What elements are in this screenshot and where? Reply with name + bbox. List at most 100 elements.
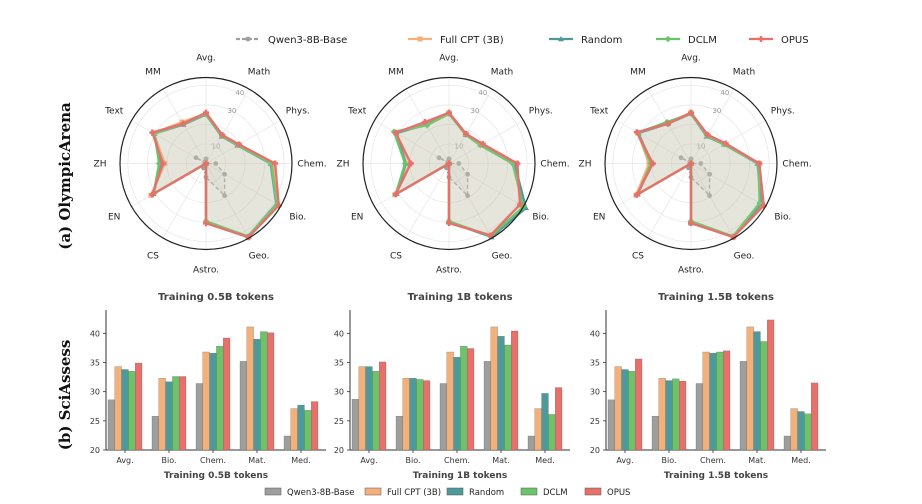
bar-chart-title: Training 0.5B tokens <box>158 292 274 303</box>
radar-point <box>149 129 156 136</box>
radar-area <box>394 113 524 237</box>
bar-qwen3-8b-base <box>739 361 748 451</box>
bar-opus <box>134 362 143 451</box>
bar-opus <box>379 361 387 451</box>
bar-dclm <box>304 410 312 451</box>
legend-label: OPUS <box>607 488 630 498</box>
bar-opus <box>178 376 187 451</box>
x-axis-title: Training 1B tokens <box>413 471 508 481</box>
radar-axis-label: MM <box>145 68 161 78</box>
radar-point <box>180 120 187 127</box>
radar-axis-label: Avg. <box>196 54 216 64</box>
radar-point <box>707 171 713 177</box>
radar-point <box>213 161 219 166</box>
radar-point <box>219 132 226 139</box>
radar-axis-label: Chem. <box>297 160 326 170</box>
radar-point <box>193 155 199 161</box>
bar-opus <box>811 382 819 451</box>
radar-axis-label: Text <box>104 107 124 117</box>
bar-opus <box>767 319 775 451</box>
bar-chart-sciassess-0-5b: Training 0.5B tokens 20 25 30 35 40 Avg. Bio. Ch… <box>90 292 326 481</box>
y-tick-label: 40 <box>334 329 344 338</box>
radar-point <box>688 160 694 167</box>
bar-dclm <box>172 376 180 451</box>
radar-axis-label: Phys. <box>529 107 553 117</box>
bar-full-cpt-3b <box>490 326 498 451</box>
radar-r-tick-label: 30 <box>470 107 479 115</box>
radar-axis-label: Geo. <box>249 251 270 261</box>
radar-r-tick-label: 40 <box>720 89 729 97</box>
radar-axis-label: MM <box>388 68 404 78</box>
radar-point <box>465 171 471 177</box>
y-tick-label: 20 <box>590 446 600 455</box>
radar-point <box>633 191 640 198</box>
bar-full-cpt-3b <box>534 408 542 451</box>
bar-dclm <box>128 371 136 451</box>
x-tick-label: Med. <box>791 456 810 465</box>
radar-axis-label: ZH <box>579 160 592 170</box>
y-tick-label: 40 <box>90 329 100 338</box>
radar-outer-circle <box>119 76 293 251</box>
radar-area <box>637 113 760 237</box>
radar-series-opus <box>149 109 282 241</box>
bar-qwen3-8b-base <box>483 361 492 451</box>
radar-axis-label: Chem. <box>540 160 569 170</box>
bar-dclm <box>628 371 636 451</box>
radar-area <box>396 113 526 238</box>
x-axis-title: Training 0.5B tokens <box>164 471 268 481</box>
radar-axis-label: Bio. <box>774 213 791 223</box>
radar-olympicarena-1b: Avg. Math Phys. Chem. Bio. Geo. Astro. CS EN ZH Te… <box>337 54 570 276</box>
bar-qwen3-8b-base <box>695 383 704 451</box>
radar-point <box>688 220 694 227</box>
legend-swatch <box>364 487 382 496</box>
radar-area <box>395 112 521 236</box>
y-tick-label: 30 <box>590 388 600 397</box>
row-label-olympicarena: (a) OlympicArena <box>56 102 74 250</box>
bar-opus <box>679 380 687 451</box>
radar-axis-label: Bio. <box>289 213 306 223</box>
bar-opus <box>511 330 519 451</box>
x-tick-label: Bio. <box>661 456 676 465</box>
radar-spoke <box>374 120 450 164</box>
bar-dclm <box>548 414 556 451</box>
radar-spoke <box>205 163 250 239</box>
radar-area <box>151 113 278 238</box>
x-tick-label: Bio. <box>405 456 420 465</box>
radar-spoke <box>131 120 207 164</box>
radar-point <box>272 160 279 167</box>
bar-chart-title: Training 1.5B tokens <box>658 292 774 303</box>
x-tick-label: Chem. <box>444 456 470 465</box>
legend-item-qwen3-8b-base: Qwen3-8B-Base <box>264 487 354 498</box>
bar-full-cpt-3b <box>658 378 666 451</box>
radar-point <box>160 160 166 167</box>
legend-item-opus: OPUS <box>584 487 630 498</box>
bar-opus <box>723 350 731 451</box>
bar-dclm <box>460 345 468 451</box>
x-tick-label: Chem. <box>200 456 226 465</box>
bar-qwen3-8b-base <box>395 415 404 451</box>
radar-point <box>392 129 399 136</box>
legend-item-full-cpt-3b: Full CPT (3B) <box>408 35 504 46</box>
bar-chart-sciassess-1-5b: Training 1.5B tokens 20 25 30 35 40 Avg. Bio. Ch… <box>590 292 826 481</box>
bar-dclm <box>416 379 424 451</box>
radar-spoke <box>448 120 524 164</box>
legend-item-qwen3-8b-base: Qwen3-8B-Base <box>236 35 347 46</box>
radar-point <box>756 199 763 207</box>
radar-point <box>222 193 227 199</box>
bar-qwen3-8b-base <box>239 361 248 451</box>
radar-axis-label: Geo. <box>734 251 755 261</box>
bar-qwen3-8b-base <box>195 383 204 451</box>
radar-area <box>153 114 278 237</box>
radar-axis-label: EN <box>351 213 363 223</box>
radar-olympicarena-1-5b: Avg. Math Phys. Chem. Bio. Geo. Astro. CS EN ZH Te… <box>579 54 812 276</box>
radar-point <box>514 160 521 167</box>
bar-random <box>541 393 549 451</box>
radar-point <box>509 160 516 167</box>
bar-random <box>665 380 673 451</box>
radar-axis-label: ZH <box>94 160 107 170</box>
radar-axis-label: Astro. <box>436 266 462 276</box>
legend-label: Qwen3-8B-Base <box>287 488 354 498</box>
radar-spoke <box>690 120 766 164</box>
legend-item-full-cpt-3b: Full CPT (3B) <box>364 487 441 498</box>
